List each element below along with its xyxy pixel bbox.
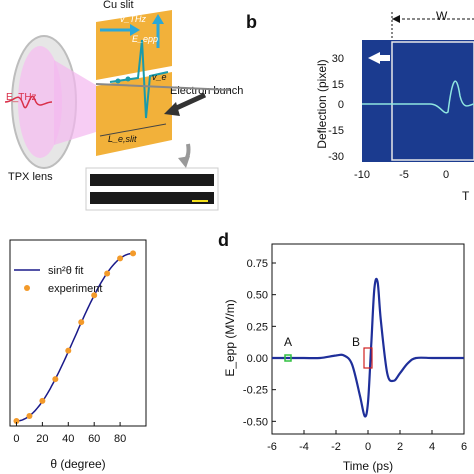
xtick-label: 2 <box>397 441 403 453</box>
sin2-fit-line <box>16 252 134 422</box>
cu-plate-bottom <box>96 72 172 156</box>
xtick-label: -6 <box>267 441 277 453</box>
panel-c: sin²θ fit experiment 0 20 40 60 80 θ (degree… <box>9 239 147 471</box>
panel-d-yticks: 0.75 0.50 0.25 0.00 -0.25 -0.50 <box>243 258 276 428</box>
panel-c-frame <box>9 239 147 427</box>
cu-plate-top <box>96 10 172 80</box>
panel-letter-b: b <box>246 12 257 32</box>
experiment-point <box>65 347 72 354</box>
ytick-label: 0 <box>338 99 344 111</box>
experiment-point <box>104 270 111 277</box>
experiment-points <box>13 250 137 424</box>
x-axis-label: θ (degree) <box>50 457 105 471</box>
xtick-label: 0 <box>13 433 19 445</box>
panel-c-xticks: 0 20 40 60 80 <box>13 422 126 445</box>
ytick-label: 30 <box>332 53 344 65</box>
label-v-e: v_e <box>152 72 167 82</box>
l-slit-dimension <box>99 123 167 137</box>
e-epp-trace <box>272 277 464 418</box>
v-thz-arrowhead <box>130 24 140 36</box>
deflection-trace <box>362 80 474 114</box>
slit-photo-bottom <box>90 192 214 204</box>
experiment-point <box>78 319 85 326</box>
label-e-thz: E_THz <box>6 92 37 103</box>
label-l-slit: L_e,slit <box>108 134 137 144</box>
window-box <box>391 41 474 161</box>
xlabel-partial: T <box>462 189 470 203</box>
legend-experiment-swatch <box>24 285 30 291</box>
xtick-label: 40 <box>62 433 74 445</box>
xtick-label: 80 <box>114 433 126 445</box>
marker-b-box <box>363 347 373 369</box>
electron-dot <box>125 76 131 82</box>
ytick-label: 0.25 <box>247 321 268 333</box>
experiment-point <box>26 412 33 419</box>
thz-waveform <box>4 95 53 109</box>
window-label: W <box>436 9 448 23</box>
xtick-label: 4 <box>429 441 435 453</box>
label-e-epp: E_epp <box>132 34 158 44</box>
xtick-label: -4 <box>299 441 309 453</box>
panel-a-schematic: E_THz TPX lens Cu slit v_THz E_epp v_e E… <box>4 0 243 211</box>
panel-d: d 0.750.500.250.00-0.25-0.50 -6 -4 -2 0 2 4 6 … <box>218 230 467 473</box>
xtick-label: -2 <box>331 441 341 453</box>
experiment-point <box>52 376 59 383</box>
ytick-label: -0.50 <box>243 416 268 428</box>
e-epp-arrowhead <box>152 14 164 24</box>
xtick-label: -5 <box>399 169 409 181</box>
thz-beam-cone <box>54 60 96 145</box>
y-axis-label: Deflection (pixel) <box>315 59 329 148</box>
x-axis-label: Time (ps) <box>343 459 393 473</box>
image-arrow-tail <box>380 55 390 61</box>
experiment-point <box>91 292 98 299</box>
label-tpx-lens: TPX lens <box>8 171 53 183</box>
y-axis-label: E_epp (MV/m) <box>223 299 237 376</box>
image-arrow-head <box>368 52 380 64</box>
slit-photo-top <box>90 174 214 186</box>
ytick-label: 15 <box>332 79 344 91</box>
xtick-label: 20 <box>36 433 48 445</box>
curve-arrowhead <box>178 156 190 168</box>
xtick-label: 0 <box>443 169 449 181</box>
marker-b-label: B <box>352 335 360 349</box>
panel-letter-d: d <box>218 230 229 250</box>
xtick-label: -10 <box>354 169 370 181</box>
label-v-thz: v_THz <box>120 14 147 24</box>
xtick-label: 60 <box>88 433 100 445</box>
label-electron-bunch: Electron bunch <box>170 85 243 97</box>
xtick-label: 6 <box>461 441 467 453</box>
panel-d-xticks: -6 -4 -2 0 2 4 6 <box>267 430 467 453</box>
legend-experiment-label: experiment <box>48 283 102 295</box>
ytick-label: -15 <box>328 125 344 137</box>
electron-bunch-arrowhead <box>164 102 180 116</box>
window-arrowhead <box>392 15 400 23</box>
experiment-point <box>39 397 46 404</box>
panel-b: b W 30 15 0 -15 -30 -10 -5 0 T Deflectio… <box>246 9 474 203</box>
beam-line <box>95 83 231 91</box>
ytick-label: 0.75 <box>247 258 268 270</box>
thz-beam-spot <box>18 46 62 158</box>
legend-fit-label: sin²θ fit <box>48 265 83 277</box>
experiment-point <box>117 255 124 262</box>
ytick-label: -0.25 <box>243 385 268 397</box>
slit-waveform <box>109 39 169 119</box>
ytick-label: 0.00 <box>247 353 268 365</box>
label-cu-slit: Cu slit <box>103 0 134 11</box>
experiment-point <box>130 250 137 257</box>
marker-a-label: A <box>284 335 292 349</box>
ytick-label: -30 <box>328 151 344 163</box>
marker-a-box <box>284 354 292 362</box>
xtick-label: 0 <box>365 441 371 453</box>
experiment-point <box>13 417 20 424</box>
ytick-label: 0.50 <box>247 290 268 302</box>
electron-dot <box>115 78 121 84</box>
